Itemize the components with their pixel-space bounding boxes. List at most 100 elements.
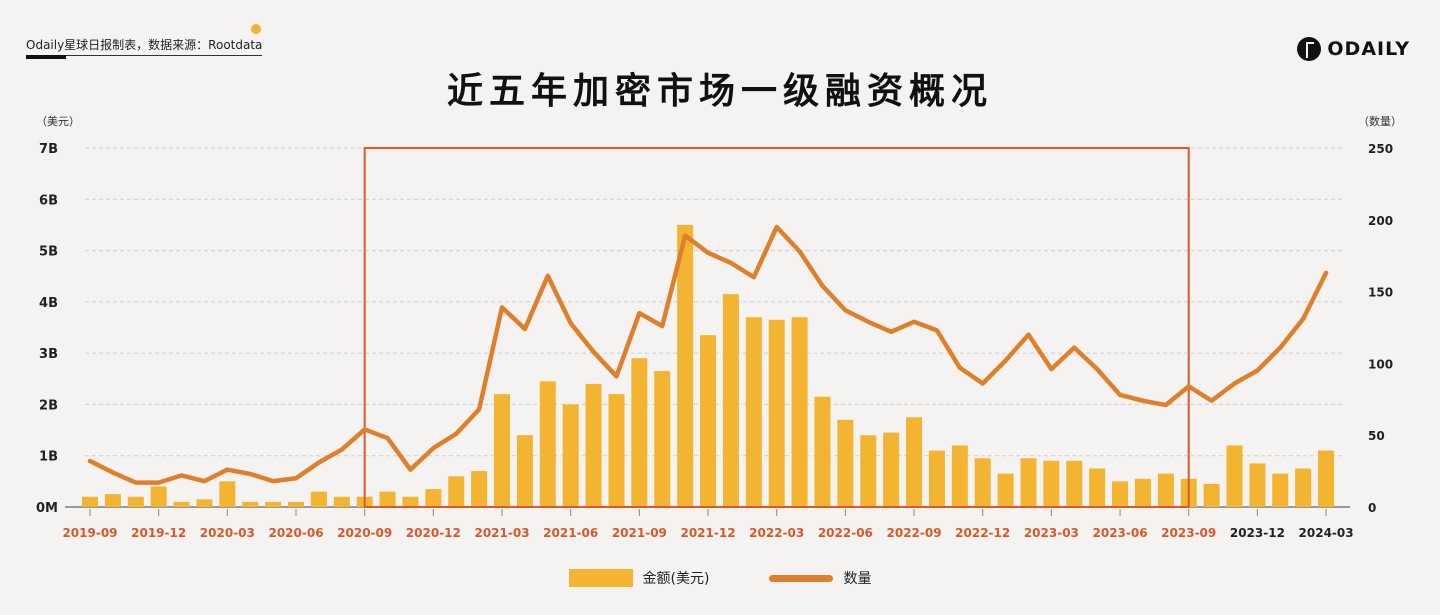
left-tick-label: 5B (39, 245, 58, 260)
bar-2021-09 (631, 358, 648, 507)
bar-2021-02 (471, 471, 488, 507)
bar-2021-10 (654, 371, 671, 507)
odaily-logo-icon (1297, 37, 1322, 61)
bar-2023-06 (1112, 481, 1129, 507)
source-text: Odaily星球日报制表，数据来源：Rootdata (26, 38, 263, 52)
legend-item-amount: 金额(美元) (568, 568, 710, 588)
bar-2020-01 (173, 501, 190, 507)
bar-2022-02 (745, 317, 762, 507)
legend: 金额(美元) 数量 (0, 568, 1440, 588)
bar-2023-12 (1249, 463, 1266, 507)
bar-2022-05 (814, 396, 831, 507)
bar-2023-10 (1203, 483, 1220, 507)
bar-2019-10 (104, 494, 121, 507)
x-tick-label: 2022-09 (887, 526, 942, 540)
bar-2022-12 (974, 458, 991, 507)
x-tick-label: 2023-09 (1161, 526, 1216, 540)
bar-2019-11 (127, 496, 144, 507)
x-tick-label: 2023-12 (1230, 526, 1285, 540)
bar-2023-04 (1066, 460, 1083, 507)
logo-text: ODAILY (1327, 38, 1410, 60)
bar-2022-07 (860, 435, 877, 507)
right-tick-label: 150 (1368, 286, 1393, 300)
right-axis-unit: （数量） (1358, 115, 1402, 128)
bar-2024-01 (1272, 473, 1289, 507)
bar-2020-12 (425, 489, 442, 507)
bar-2020-10 (379, 491, 396, 507)
right-tick-label: 100 (1368, 357, 1393, 371)
bar-2020-04 (242, 501, 259, 507)
bar-2022-04 (791, 317, 808, 507)
bar-2021-05 (539, 381, 556, 507)
bar-2020-05 (265, 501, 282, 507)
highlight-box (363, 147, 1190, 508)
bar-2023-02 (1020, 458, 1037, 507)
bar-2021-04 (516, 435, 533, 507)
bar-2023-08 (1157, 473, 1174, 507)
left-axis-unit: （美元） (36, 115, 80, 128)
legend-swatch-bar (568, 569, 633, 587)
x-tick-label: 2021-09 (612, 526, 667, 540)
x-tick-label: 2019-12 (131, 526, 186, 540)
bar-2023-01 (997, 473, 1014, 507)
bar-2023-05 (1089, 468, 1106, 507)
decor-dot (251, 24, 261, 34)
x-tick-label: 2022-12 (955, 526, 1010, 540)
bar-2020-03 (219, 481, 236, 507)
left-tick-label: 6B (39, 193, 58, 208)
bar-2023-07 (1134, 478, 1151, 507)
left-tick-label: 4B (39, 296, 58, 311)
bar-2023-11 (1226, 445, 1243, 507)
legend-swatch-line (769, 574, 834, 582)
right-tick-label: 250 (1368, 142, 1393, 156)
odaily-logo: ODAILY (1297, 37, 1410, 61)
bar-2022-10 (928, 450, 945, 507)
bar-2020-07 (310, 491, 327, 507)
bar-2021-12 (700, 335, 717, 507)
decor-underline (26, 55, 66, 59)
bar-2023-03 (1043, 460, 1060, 507)
legend-label: 数量 (843, 571, 872, 587)
bar-2019-12 (150, 486, 167, 507)
x-tick-label: 2021-03 (474, 526, 529, 540)
bar-2020-11 (402, 496, 419, 507)
left-tick-label: 7B (39, 142, 58, 157)
bar-2020-08 (333, 496, 350, 507)
right-tick-label: 0 (1368, 501, 1376, 515)
bar-2022-08 (883, 432, 900, 507)
bar-2020-06 (288, 501, 305, 507)
x-tick-label: 2023-03 (1024, 526, 1079, 540)
right-tick-label: 200 (1368, 214, 1393, 228)
legend-item-count: 数量 (769, 568, 871, 588)
x-tick-label: 2021-12 (680, 526, 735, 540)
bar-2021-06 (562, 404, 579, 507)
x-tick-label: 2023-06 (1093, 526, 1148, 540)
x-tick-label: 2020-12 (406, 526, 461, 540)
x-tick-label: 2024-03 (1299, 526, 1354, 540)
x-tick-label: 2021-06 (543, 526, 598, 540)
bar-2022-06 (837, 419, 854, 507)
bar-2021-07 (585, 383, 602, 507)
bar-2019-09 (82, 496, 98, 507)
legend-label: 金额(美元) (642, 571, 710, 587)
left-tick-label: 3B (39, 347, 58, 362)
left-tick-label: 1B (39, 450, 58, 465)
bar-2021-01 (448, 476, 465, 507)
bar-2021-03 (494, 394, 511, 507)
bar-2024-03 (1318, 450, 1335, 507)
x-tick-label: 2022-03 (749, 526, 804, 540)
bar-2022-03 (768, 319, 785, 507)
x-tick-label: 2019-09 (62, 526, 117, 540)
bar-2024-02 (1295, 468, 1312, 507)
bar-2022-09 (906, 417, 923, 507)
x-tick-label: 2022-06 (818, 526, 873, 540)
chart-title: 近五年加密市场一级融资概况 (446, 71, 993, 112)
bar-2021-11 (677, 224, 694, 507)
bar-2021-08 (608, 394, 625, 507)
left-tick-label: 2B (39, 398, 58, 413)
x-tick-label: 2020-03 (200, 526, 255, 540)
right-tick-label: 50 (1368, 429, 1385, 443)
bar-2022-11 (951, 445, 968, 507)
bar-2020-02 (196, 499, 213, 507)
